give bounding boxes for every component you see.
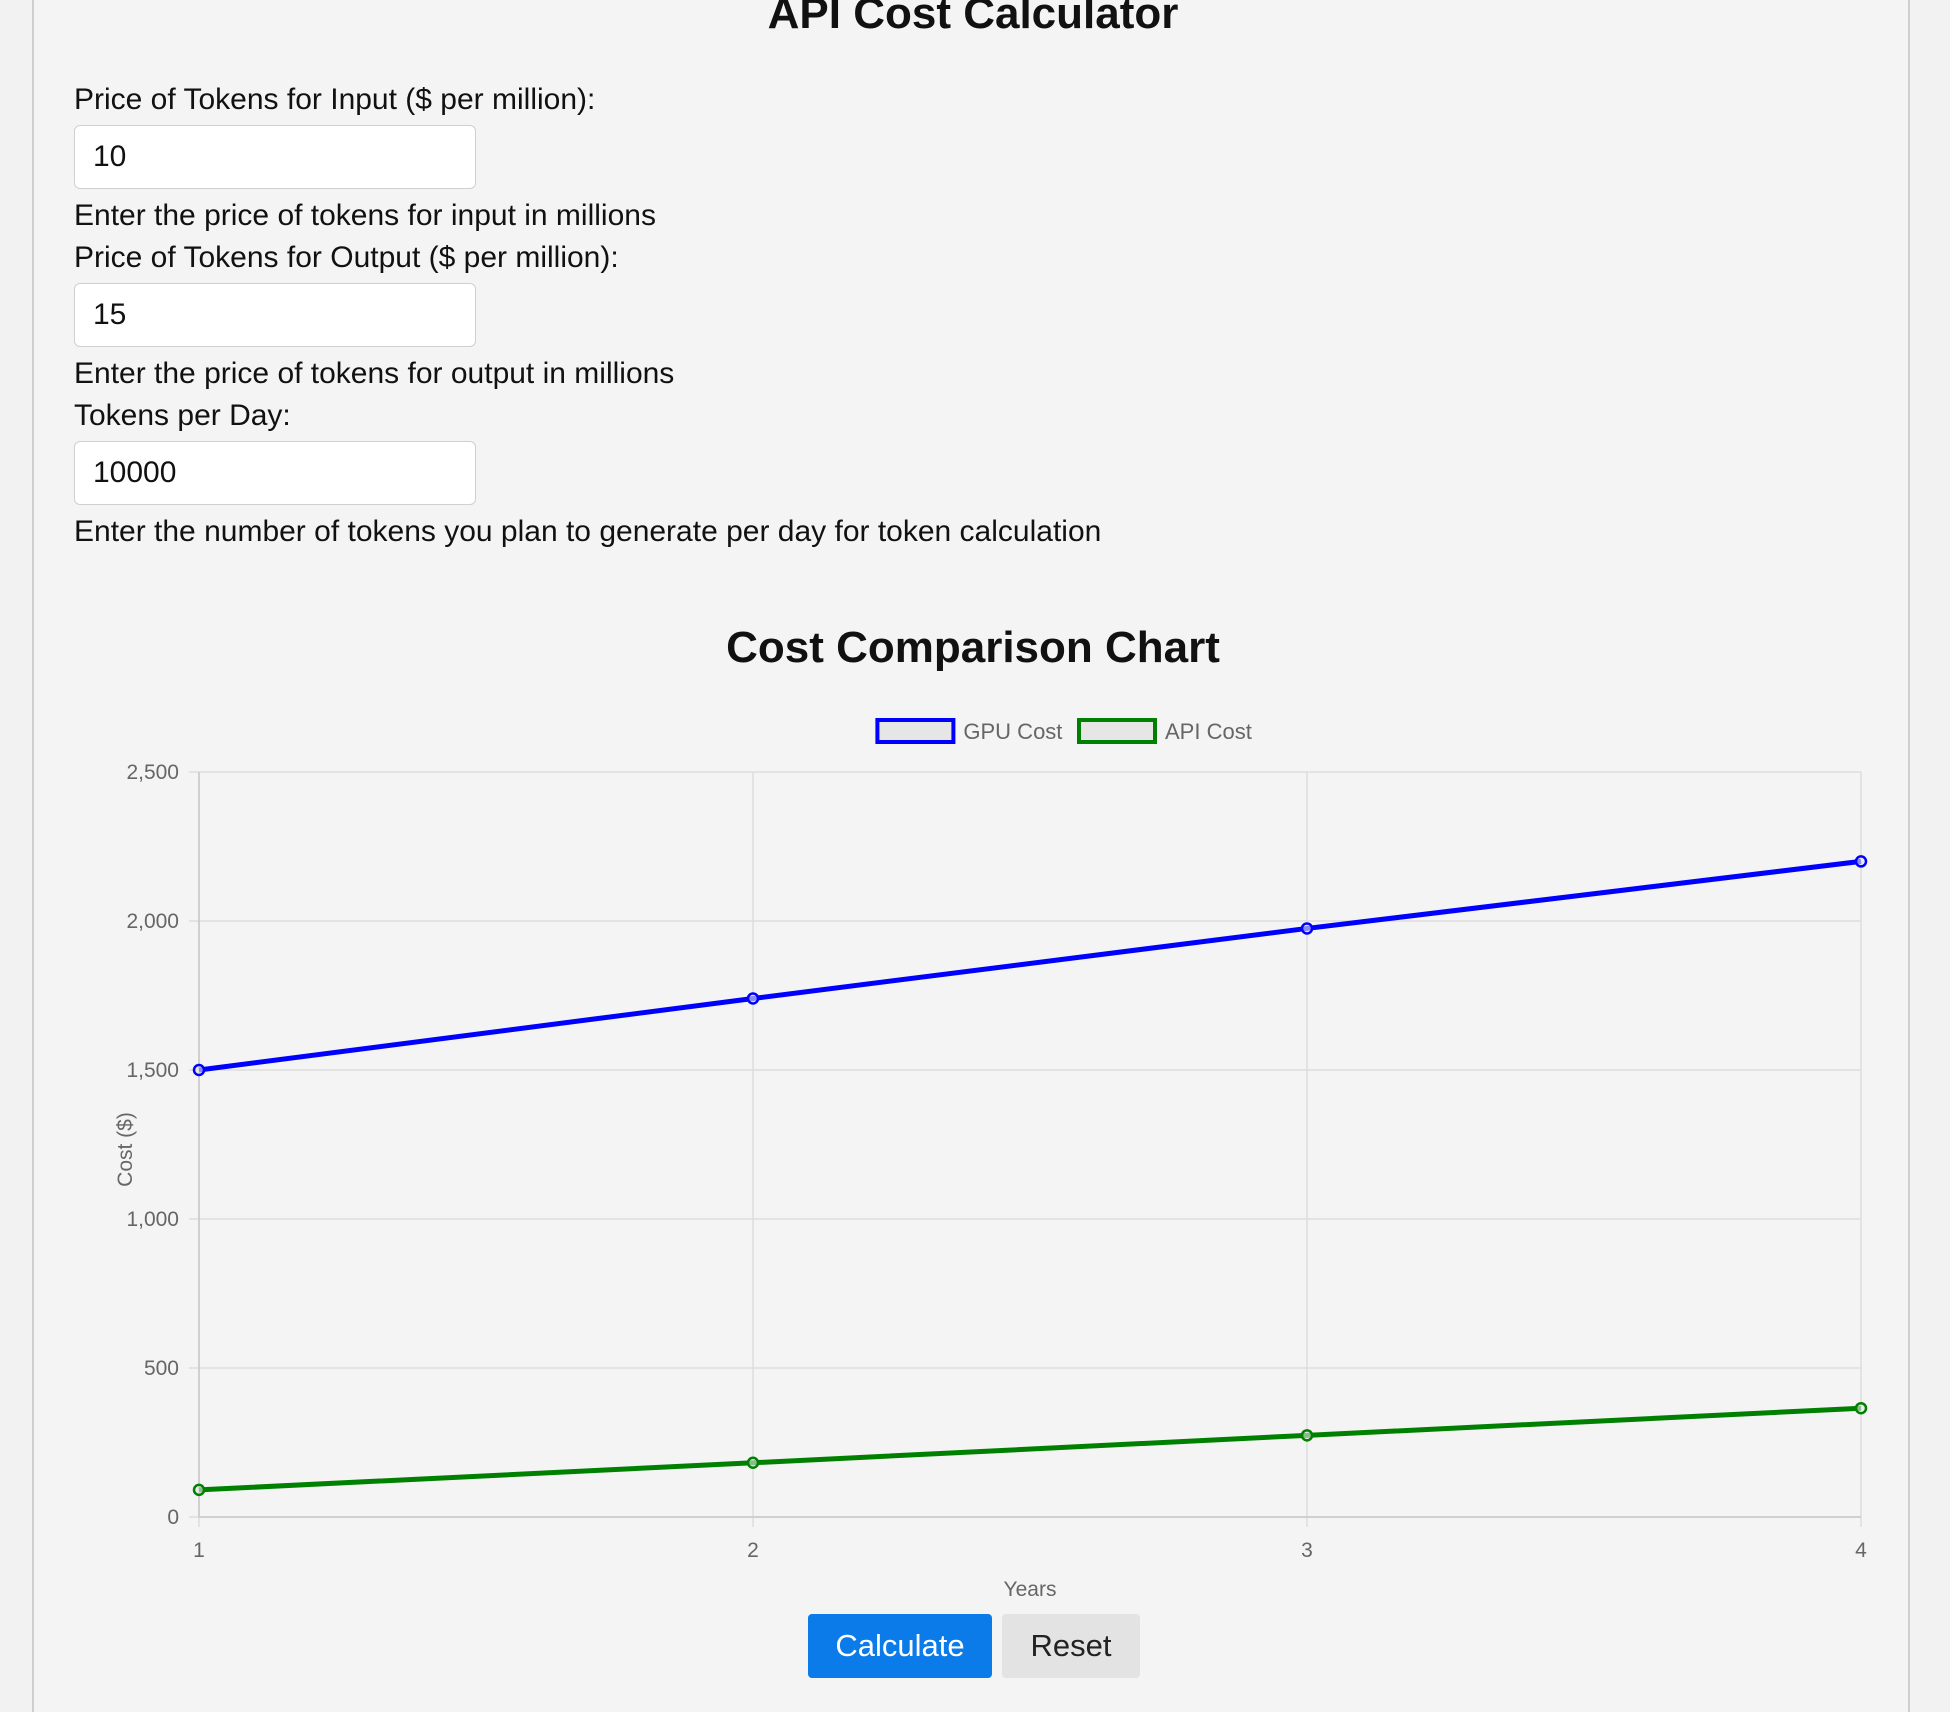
data-point (192, 1483, 206, 1497)
output-price-field[interactable] (74, 283, 476, 347)
series-line-api-cost (198, 1405, 1862, 1493)
data-point (746, 1456, 760, 1470)
data-point (192, 1063, 206, 1077)
output-price-help: Enter the price of tokens for output in … (74, 357, 675, 390)
data-point (1854, 855, 1868, 868)
input-price-field[interactable] (74, 125, 476, 189)
legend-swatch (1077, 718, 1157, 744)
data-point (1300, 1429, 1314, 1442)
y-tick-label: 500 (144, 1357, 179, 1380)
calculate-button[interactable]: Calculate (808, 1614, 992, 1678)
legend-swatch (875, 718, 956, 744)
legend-label: API Cost (1165, 719, 1252, 744)
y-axis-title: Cost ($) (114, 1112, 137, 1187)
legend-label: GPU Cost (963, 719, 1062, 744)
cost-comparison-chart: 0 500 1,000 1,500 2,000 2,500 1 2 3 4 Years Cost ($… (114, 718, 1868, 1600)
output-price-label: Price of Tokens for Output ($ per millio… (74, 241, 619, 274)
y-tick-label: 0 (167, 1506, 179, 1529)
x-axis-title: Years (1004, 1578, 1057, 1600)
x-tick-label: 3 (1301, 1539, 1313, 1562)
tokens-per-day-label: Tokens per Day: (74, 399, 291, 432)
data-point (746, 992, 760, 1005)
data-point (1854, 1401, 1868, 1415)
y-tick-label: 2,500 (126, 761, 179, 784)
series-line-gpu-cost (198, 858, 1862, 1073)
chart-title: Cost Comparison Chart (726, 623, 1220, 672)
y-tick-label: 1,500 (126, 1059, 179, 1082)
tokens-per-day-field[interactable] (74, 441, 476, 505)
data-point (1300, 922, 1314, 935)
y-tick-label: 1,000 (126, 1208, 179, 1231)
x-tick-label: 1 (193, 1539, 205, 1562)
reset-button[interactable]: Reset (1002, 1614, 1140, 1678)
tokens-per-day-help: Enter the number of tokens you plan to g… (74, 515, 1102, 548)
calculator-container: API Cost Calculator Price of Tokens for … (32, 0, 1910, 1712)
input-price-label: Price of Tokens for Input ($ per million… (74, 83, 596, 116)
input-price-help: Enter the price of tokens for input in m… (74, 199, 656, 232)
x-tick-label: 2 (747, 1539, 759, 1562)
x-tick-label: 4 (1855, 1539, 1867, 1562)
page-title: API Cost Calculator (767, 0, 1179, 38)
y-tick-label: 2,000 (126, 910, 179, 933)
